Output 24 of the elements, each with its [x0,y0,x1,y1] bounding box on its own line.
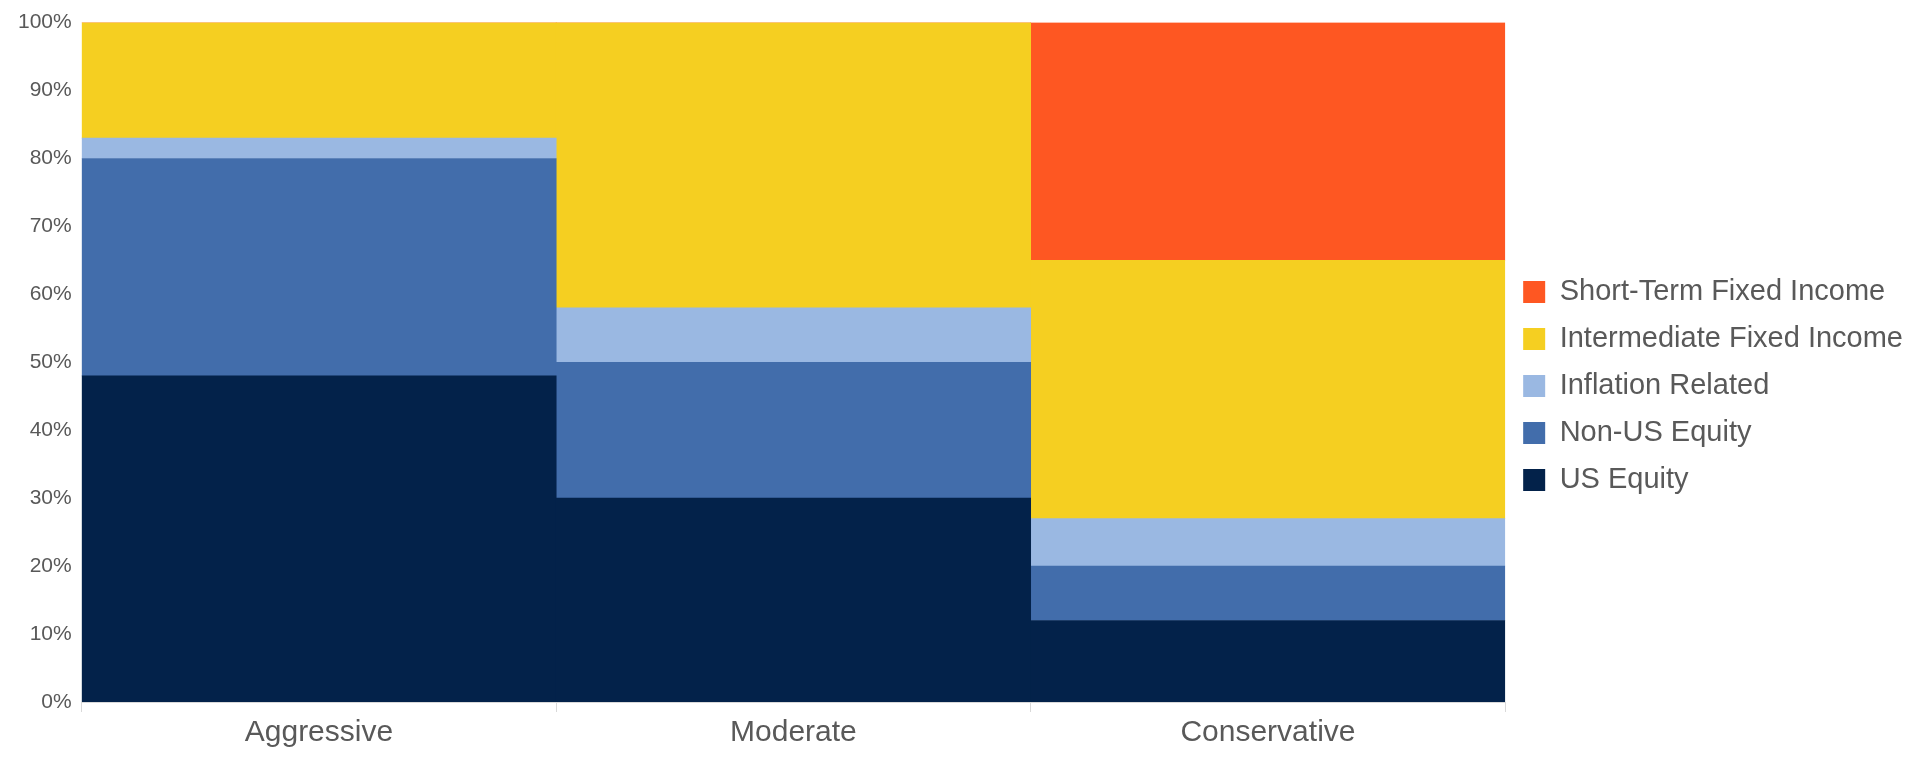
y-tick-label: 100% [17,9,72,33]
legend-label: US Equity [1559,462,1690,494]
y-tick-label: 60% [29,281,72,305]
x-tick-label: Moderate [730,714,857,748]
x-tick-label: Conservative [1180,714,1356,748]
legend-label: Short-Term Fixed Income [1559,274,1886,306]
x-tick-label: Aggressive [244,714,394,748]
legend-label: Non-US Equity [1559,415,1752,447]
legend-label: Inflation Related [1559,368,1770,400]
y-tick-label: 20% [29,552,72,576]
legend-label: Intermediate Fixed Income [1559,321,1903,353]
y-tick-label: 30% [29,484,72,508]
y-tick-label: 10% [29,620,72,644]
y-tick-label: 0% [41,688,72,712]
bar [81,137,557,159]
bar [1030,22,1506,261]
bar [1030,565,1506,621]
y-tick-label: 90% [29,77,72,101]
y-tick-label: 50% [29,349,72,373]
y-tick-label: 70% [29,213,72,237]
y-tick-label: 40% [29,417,72,441]
bar [1030,518,1506,567]
bar [555,307,1032,363]
y-tick-label: 80% [29,145,72,169]
